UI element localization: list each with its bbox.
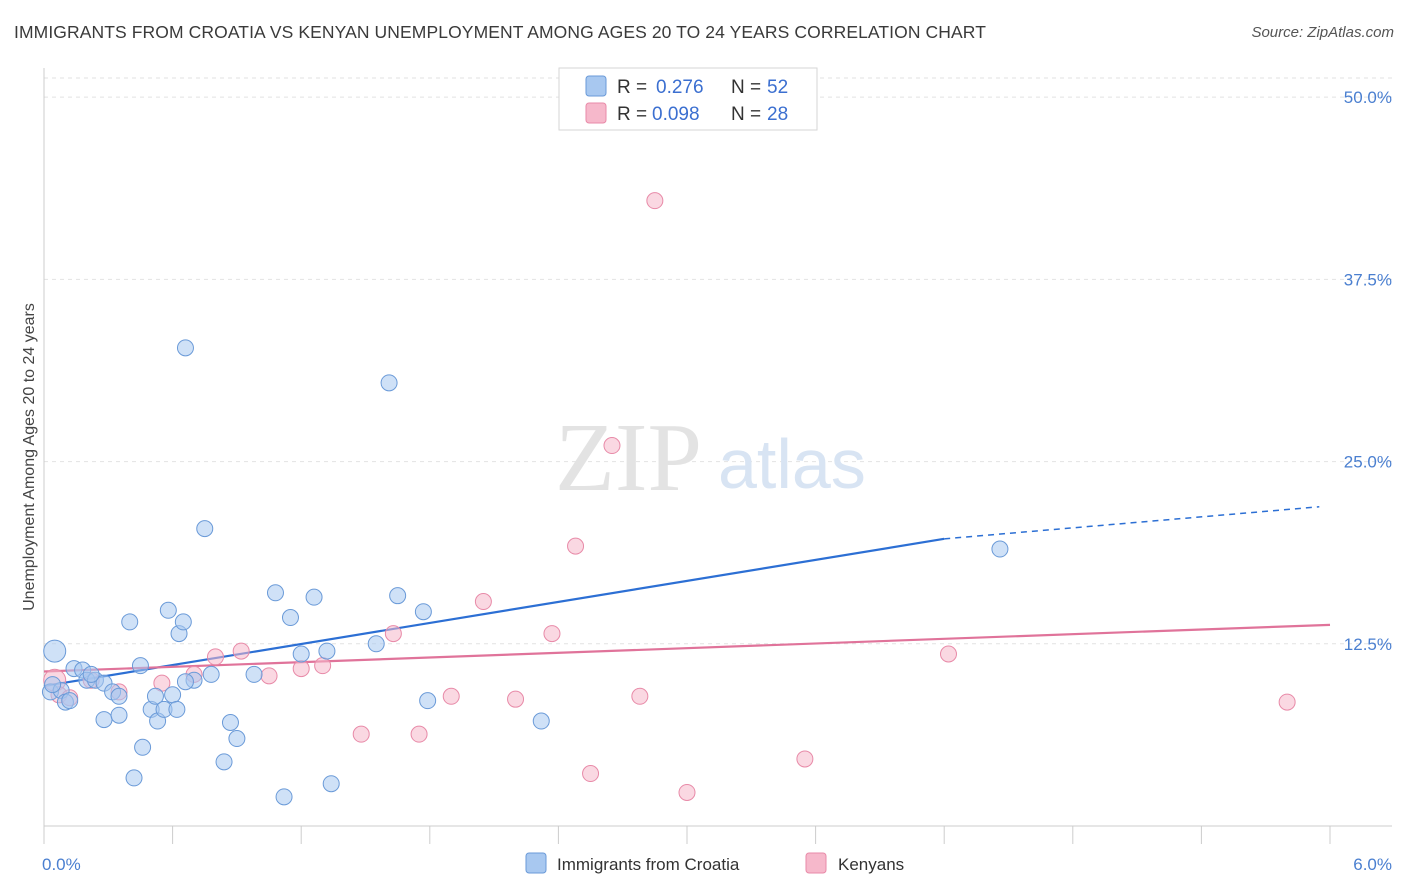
- legend-n-label-croatia: N =: [731, 77, 761, 98]
- bottom-legend-label-kenyans: Kenyans: [838, 855, 904, 874]
- legend-n-label-kenyans: N =: [731, 104, 761, 125]
- point-croatia: [110, 706, 128, 724]
- x-tick-label-max: 6.0%: [1353, 855, 1392, 874]
- point-croatia: [202, 665, 220, 683]
- point-croatia: [131, 657, 149, 675]
- point-croatia: [266, 584, 284, 602]
- point-kenyans: [631, 687, 649, 705]
- legend-r-value-kenyans: 0.098: [652, 104, 700, 125]
- point-kenyans: [410, 725, 428, 743]
- point-croatia: [174, 613, 192, 631]
- point-croatia: [121, 613, 139, 631]
- point-kenyans: [582, 765, 600, 783]
- point-croatia: [389, 587, 407, 605]
- point-croatia: [275, 788, 293, 806]
- point-kenyans: [206, 648, 224, 666]
- trend-line-croatia: [43, 537, 945, 688]
- watermark-zip-text: ZIP: [555, 404, 702, 512]
- y-tick-label: 12.5%: [1344, 635, 1392, 654]
- trend-lines: [43, 506, 1331, 688]
- point-croatia: [146, 687, 164, 705]
- point-kenyans: [442, 687, 460, 705]
- point-croatia: [318, 642, 336, 660]
- legend-n-value-croatia: 52: [767, 77, 788, 98]
- point-kenyans: [384, 625, 402, 643]
- watermark-atlas-text: atlas: [718, 425, 866, 503]
- point-croatia: [168, 700, 186, 718]
- point-kenyans: [678, 783, 696, 801]
- point-croatia: [125, 769, 143, 787]
- bottom-legend: Immigrants from Croatia Kenyans: [525, 852, 904, 874]
- bottom-legend-label-croatia: Immigrants from Croatia: [557, 855, 740, 874]
- point-croatia: [414, 603, 432, 621]
- point-kenyans: [603, 437, 621, 455]
- legend-swatch-kenyans: [585, 102, 607, 124]
- legend-r-value-croatia: 0.276: [656, 77, 704, 98]
- point-kenyans: [543, 625, 561, 643]
- point-croatia: [322, 775, 340, 793]
- bottom-legend-swatch-kenyans: [805, 852, 827, 874]
- watermark: ZIP atlas: [555, 404, 866, 512]
- point-croatia: [215, 753, 233, 771]
- point-croatia: [367, 635, 385, 653]
- point-kenyans: [292, 660, 310, 678]
- point-croatia: [43, 639, 67, 663]
- point-croatia: [61, 692, 79, 710]
- point-kenyans: [796, 750, 814, 768]
- data-points: [41, 192, 1296, 806]
- legend-r-label-croatia: R =: [617, 77, 647, 98]
- chart-title: IMMIGRANTS FROM CROATIA VS KENYAN UNEMPL…: [14, 22, 987, 42]
- legend-r-label-kenyans: R =: [617, 104, 647, 125]
- point-kenyans: [232, 642, 250, 660]
- y-tick-label: 25.0%: [1344, 453, 1392, 472]
- legend-swatch-croatia: [585, 75, 607, 97]
- point-croatia: [245, 665, 263, 683]
- point-croatia: [110, 687, 128, 705]
- point-croatia: [305, 588, 323, 606]
- point-kenyans: [507, 690, 525, 708]
- point-croatia: [159, 601, 177, 619]
- grid-lines: [44, 77, 1392, 645]
- trend-line-kenyans: [43, 623, 1331, 673]
- point-kenyans: [1278, 693, 1296, 711]
- legend: R = 0.276 N = 52 R = 0.098 N = 28: [558, 67, 818, 131]
- point-croatia: [991, 540, 1009, 558]
- point-kenyans: [352, 725, 370, 743]
- bottom-legend-swatch-croatia: [525, 852, 547, 874]
- point-croatia: [44, 676, 62, 694]
- point-croatia: [292, 645, 310, 663]
- point-croatia: [532, 712, 550, 730]
- point-croatia: [176, 673, 194, 691]
- x-tick-label-min: 0.0%: [42, 855, 81, 874]
- point-croatia: [281, 609, 299, 627]
- point-kenyans: [567, 537, 585, 555]
- point-croatia: [228, 730, 246, 748]
- point-croatia: [95, 711, 113, 729]
- point-kenyans: [646, 192, 664, 210]
- point-croatia: [380, 374, 398, 392]
- point-croatia: [196, 520, 214, 538]
- point-croatia: [82, 665, 100, 683]
- point-croatia: [221, 714, 239, 732]
- point-croatia: [164, 686, 182, 704]
- y-tick-label: 50.0%: [1344, 88, 1392, 107]
- point-croatia: [176, 339, 194, 357]
- point-kenyans: [474, 593, 492, 611]
- point-kenyans: [314, 657, 332, 675]
- legend-n-value-kenyans: 28: [767, 104, 788, 125]
- tick-labels: 12.5% 25.0% 37.5% 50.0% 0.0% 6.0%: [42, 88, 1392, 874]
- point-croatia: [419, 692, 437, 710]
- point-croatia: [134, 738, 152, 756]
- point-kenyans: [260, 667, 278, 685]
- y-tick-label: 37.5%: [1344, 270, 1392, 289]
- source-label: Source: ZipAtlas.com: [1251, 24, 1394, 41]
- axes: [43, 68, 1392, 844]
- point-kenyans: [939, 645, 957, 663]
- trend-line-croatia-extension: [944, 506, 1320, 540]
